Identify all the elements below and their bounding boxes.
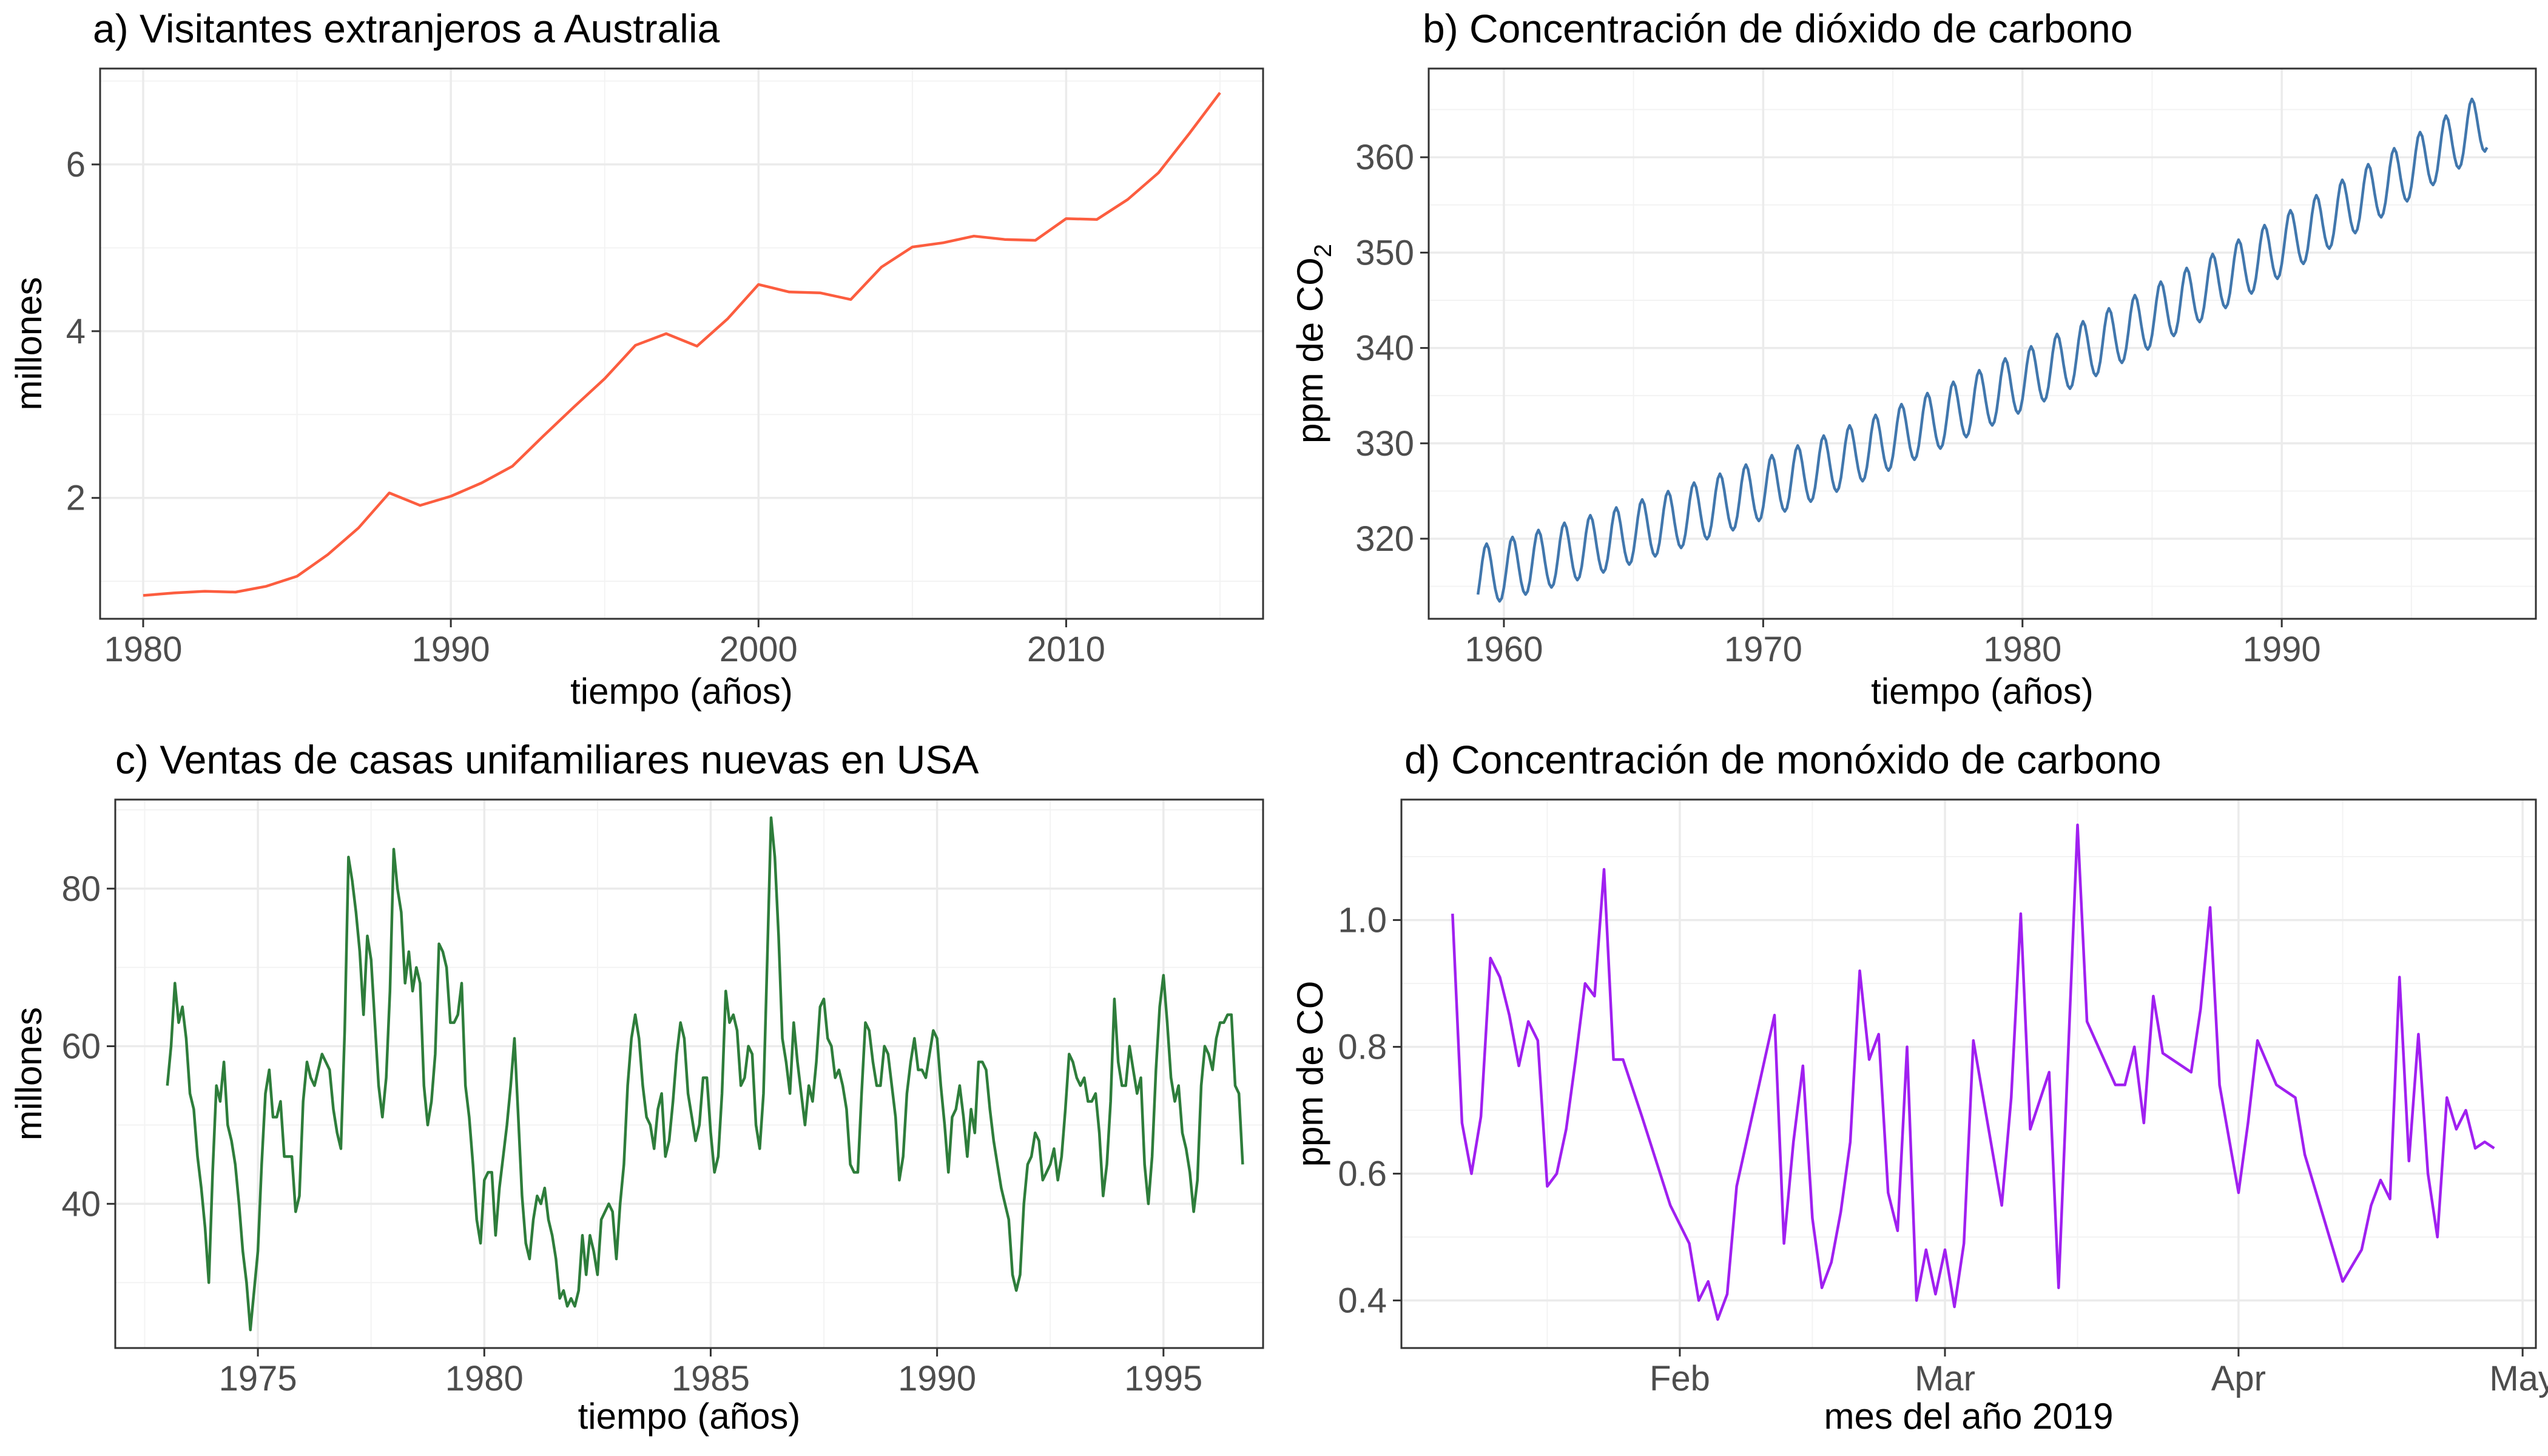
chart-title: d) Concentración de monóxido de carbono — [1404, 737, 2161, 782]
x-axis-title: mes del año 2019 — [1824, 1396, 2113, 1437]
series-line-0 — [1451, 823, 2495, 1321]
panel-1: 1960 1970 1980 1990 320 330 340 350 360 b) Concen… — [1290, 6, 2537, 712]
x-tick-label: 1960 — [1464, 630, 1543, 669]
x-tick-label: 1980 — [104, 630, 182, 669]
x-axis-title: tiempo (años) — [570, 671, 793, 712]
y-tick-label: 330 — [1355, 424, 1414, 463]
y-tick-label: 350 — [1355, 233, 1414, 272]
panel-background — [115, 800, 1263, 1348]
panel-border — [1427, 67, 2537, 620]
panel-border — [1400, 798, 2537, 1349]
y-axis-title: millones — [8, 277, 49, 410]
y-axis-title: millones — [8, 1007, 49, 1141]
x-tick-label: Apr — [2211, 1359, 2266, 1398]
y-tick-label: 60 — [61, 1027, 101, 1067]
panel-0: 1980 1990 2000 2010 2 4 6 a) Visitantes extranj… — [8, 6, 1264, 712]
y-tick-label: 0.4 — [1338, 1281, 1387, 1321]
panel-background — [1401, 800, 2536, 1348]
panel-2: 1975 1980 1985 1990 1995 40 60 80 c) Ventas de c… — [8, 737, 1264, 1437]
y-tick-label: 360 — [1355, 138, 1414, 177]
x-tick-label: 1970 — [1724, 630, 1802, 669]
y-tick-label: 0.6 — [1338, 1154, 1387, 1194]
panel-border — [99, 67, 1264, 620]
x-axis-title: tiempo (años) — [578, 1396, 801, 1437]
x-tick-label: 1975 — [219, 1359, 297, 1398]
chart-title: a) Visitantes extranjeros a Australia — [93, 6, 720, 51]
y-axis-title: ppm de CO2 — [1290, 244, 1336, 443]
panel-border — [114, 798, 1264, 1349]
x-tick-label: 1985 — [672, 1359, 750, 1398]
y-tick-label: 4 — [66, 312, 86, 351]
x-tick-label: 1980 — [445, 1359, 524, 1398]
chart-title: b) Concentración de dióxido de carbono — [1423, 6, 2132, 51]
panel-3: Feb Mar Apr May 0.4 0.6 0.8 1.0 d) Concentración… — [1290, 737, 2548, 1437]
series-line-0 — [1476, 97, 2489, 603]
panel-background — [100, 69, 1263, 619]
y-tick-label: 6 — [66, 145, 86, 184]
y-tick-label: 40 — [61, 1184, 101, 1224]
y-tick-label: 1.0 — [1338, 901, 1387, 940]
panel-background — [1429, 69, 2536, 619]
x-tick-label: 1990 — [2243, 630, 2321, 669]
x-tick-label: May — [2489, 1359, 2548, 1398]
x-tick-label: 2010 — [1027, 630, 1105, 669]
series-line-0 — [143, 92, 1221, 597]
chart-title: c) Ventas de casas unifamiliares nuevas … — [115, 737, 979, 782]
x-tick-label: Feb — [1650, 1359, 1710, 1398]
y-tick-label: 0.8 — [1338, 1028, 1387, 1067]
x-axis-title: tiempo (años) — [1871, 671, 2094, 712]
x-tick-label: 1995 — [1124, 1359, 1202, 1398]
x-tick-label: 1980 — [1983, 630, 2061, 669]
y-axis-title: ppm de CO — [1290, 981, 1330, 1167]
x-tick-label: Mar — [1915, 1359, 1975, 1398]
y-tick-label: 340 — [1355, 329, 1414, 368]
y-tick-label: 2 — [66, 479, 86, 518]
y-tick-label: 80 — [61, 869, 101, 909]
x-tick-label: 1990 — [898, 1359, 976, 1398]
x-tick-label: 2000 — [720, 630, 798, 669]
y-tick-label: 320 — [1355, 519, 1414, 559]
series-line-0 — [166, 816, 1244, 1332]
x-tick-label: 1990 — [412, 630, 490, 669]
